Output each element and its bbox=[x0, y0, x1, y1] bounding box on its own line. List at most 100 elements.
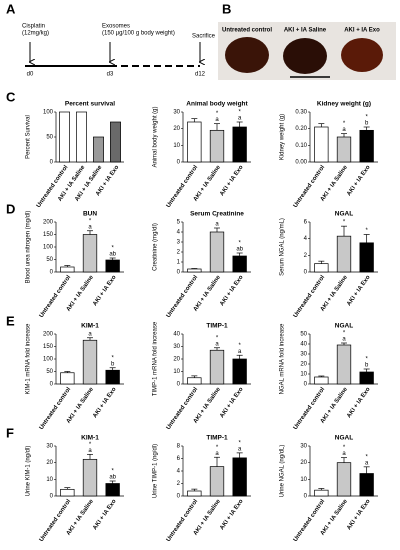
y-tick-label: 0.20 bbox=[295, 126, 307, 132]
day-label: d12 bbox=[195, 72, 206, 78]
x-tick-label: Untreated control bbox=[39, 386, 73, 431]
bar bbox=[314, 126, 329, 163]
chart-title: NGAL bbox=[335, 211, 353, 218]
significance-letter: b bbox=[111, 361, 115, 367]
y-tick-label: 0 bbox=[50, 270, 54, 276]
y-axis-label: TIMP-1 mRNA fold increase bbox=[153, 321, 159, 396]
y-tick-label: 20 bbox=[173, 126, 180, 132]
y-tick-label: 6 bbox=[304, 220, 308, 226]
y-tick-label: 0.00 bbox=[295, 160, 307, 166]
significance-star: * bbox=[365, 115, 368, 121]
chart-title: NGAL bbox=[335, 435, 353, 442]
significance-letter: a bbox=[88, 331, 92, 337]
bar bbox=[105, 369, 120, 385]
x-tick-label: Untreated control bbox=[293, 274, 327, 319]
y-tick-label: 0 bbox=[50, 160, 54, 166]
y-tick-label: 10 bbox=[173, 143, 180, 149]
kidney-photo bbox=[283, 38, 327, 74]
bar bbox=[209, 231, 225, 273]
day-label: d3 bbox=[107, 72, 114, 78]
y-tick-label: 0 bbox=[177, 160, 181, 166]
significance-letter: a bbox=[238, 116, 242, 122]
y-axis-label: Kidney weight (g) bbox=[280, 114, 286, 160]
x-tick-label: AKI + IA Exo bbox=[92, 274, 118, 307]
y-tick-label: 10 bbox=[173, 369, 180, 375]
x-tick-label: AKI + IA Exo bbox=[219, 498, 245, 531]
y-tick-label: 1 bbox=[177, 260, 181, 266]
day-label: d0 bbox=[27, 72, 34, 78]
y-tick-label: 0 bbox=[177, 270, 181, 276]
bar bbox=[359, 242, 374, 273]
bar bbox=[232, 358, 247, 385]
chart-title: Serum Creatinine bbox=[190, 211, 244, 218]
bar bbox=[314, 489, 329, 497]
y-axis-label: Creatinine (mg/dl) bbox=[153, 223, 159, 271]
significance-letter: a bbox=[365, 460, 369, 466]
bar bbox=[232, 126, 247, 163]
x-tick-label: Untreated control bbox=[293, 164, 327, 209]
y-tick-label: 100 bbox=[43, 245, 54, 251]
y-tick-label: 10 bbox=[300, 372, 307, 378]
y-tick-label: 0.10 bbox=[295, 143, 307, 149]
bar bbox=[336, 462, 352, 497]
y-axis-label: Blood urea nitrogen (mg/dl) bbox=[26, 211, 32, 284]
significance-star: * bbox=[343, 445, 346, 451]
y-tick-label: 0 bbox=[304, 270, 308, 276]
y-tick-label: 0 bbox=[50, 494, 54, 500]
y-axis-label: KIM-1 mRNA fold increase bbox=[26, 323, 32, 394]
y-axis-label: NGAL mRNA fold increase bbox=[280, 323, 286, 394]
x-tick-label: AKI + IA Exo bbox=[346, 498, 372, 531]
y-tick-label: 30 bbox=[173, 344, 180, 350]
significance-star: * bbox=[111, 355, 114, 361]
event-label: (150 µg/100 g body weight) bbox=[102, 31, 175, 37]
significance-letter: b bbox=[365, 363, 369, 369]
kidney-photo bbox=[341, 38, 383, 72]
significance-letter: a bbox=[215, 341, 219, 347]
bar bbox=[60, 372, 75, 385]
photo-caption: AKI + IA Exo bbox=[344, 28, 380, 34]
bar bbox=[110, 121, 121, 163]
significance-letter: a bbox=[88, 224, 92, 230]
x-tick-label: Untreated control bbox=[293, 386, 327, 431]
y-tick-label: 5 bbox=[177, 220, 181, 226]
y-tick-label: 20 bbox=[300, 460, 307, 466]
significance-star: * bbox=[238, 110, 241, 116]
x-tick-label: Untreated control bbox=[166, 386, 200, 431]
y-tick-label: 50 bbox=[46, 257, 53, 263]
significance-star: * bbox=[216, 216, 219, 222]
significance-letter: a bbox=[238, 446, 242, 452]
bar bbox=[76, 111, 87, 163]
chart-title: KIM-1 bbox=[81, 323, 99, 330]
y-tick-label: 200 bbox=[43, 220, 54, 226]
panel-label: B bbox=[222, 1, 231, 16]
significance-letter: a bbox=[88, 448, 92, 454]
chart-title: TIMP-1 bbox=[206, 323, 228, 330]
y-tick-label: 50 bbox=[300, 332, 307, 338]
significance-letter: a bbox=[215, 222, 219, 228]
y-tick-label: 150 bbox=[43, 232, 54, 238]
bar bbox=[105, 483, 120, 497]
panel-label: C bbox=[6, 89, 16, 104]
y-tick-label: 4 bbox=[177, 469, 181, 475]
significance-star: * bbox=[111, 246, 114, 252]
bar bbox=[187, 490, 202, 497]
panel-label: A bbox=[6, 1, 16, 16]
significance-star: * bbox=[216, 335, 219, 341]
y-tick-label: 10 bbox=[46, 477, 53, 483]
x-tick-label: AKI + IA Exo bbox=[346, 386, 372, 419]
significance-letter: a bbox=[342, 127, 346, 133]
bar bbox=[232, 255, 247, 273]
y-tick-label: 2 bbox=[177, 250, 181, 256]
significance-letter: ab bbox=[109, 252, 116, 258]
y-tick-label: 30 bbox=[300, 352, 307, 358]
x-tick-label: Untreated control bbox=[166, 498, 200, 543]
chart-title: BUN bbox=[83, 211, 97, 218]
chart-title: Animal body weight bbox=[186, 101, 248, 108]
y-tick-label: 30 bbox=[300, 444, 307, 450]
y-tick-label: 20 bbox=[300, 362, 307, 368]
significance-star: * bbox=[238, 440, 241, 446]
y-tick-label: 50 bbox=[46, 135, 53, 141]
bar bbox=[209, 349, 225, 385]
significance-letter: a bbox=[238, 349, 242, 355]
